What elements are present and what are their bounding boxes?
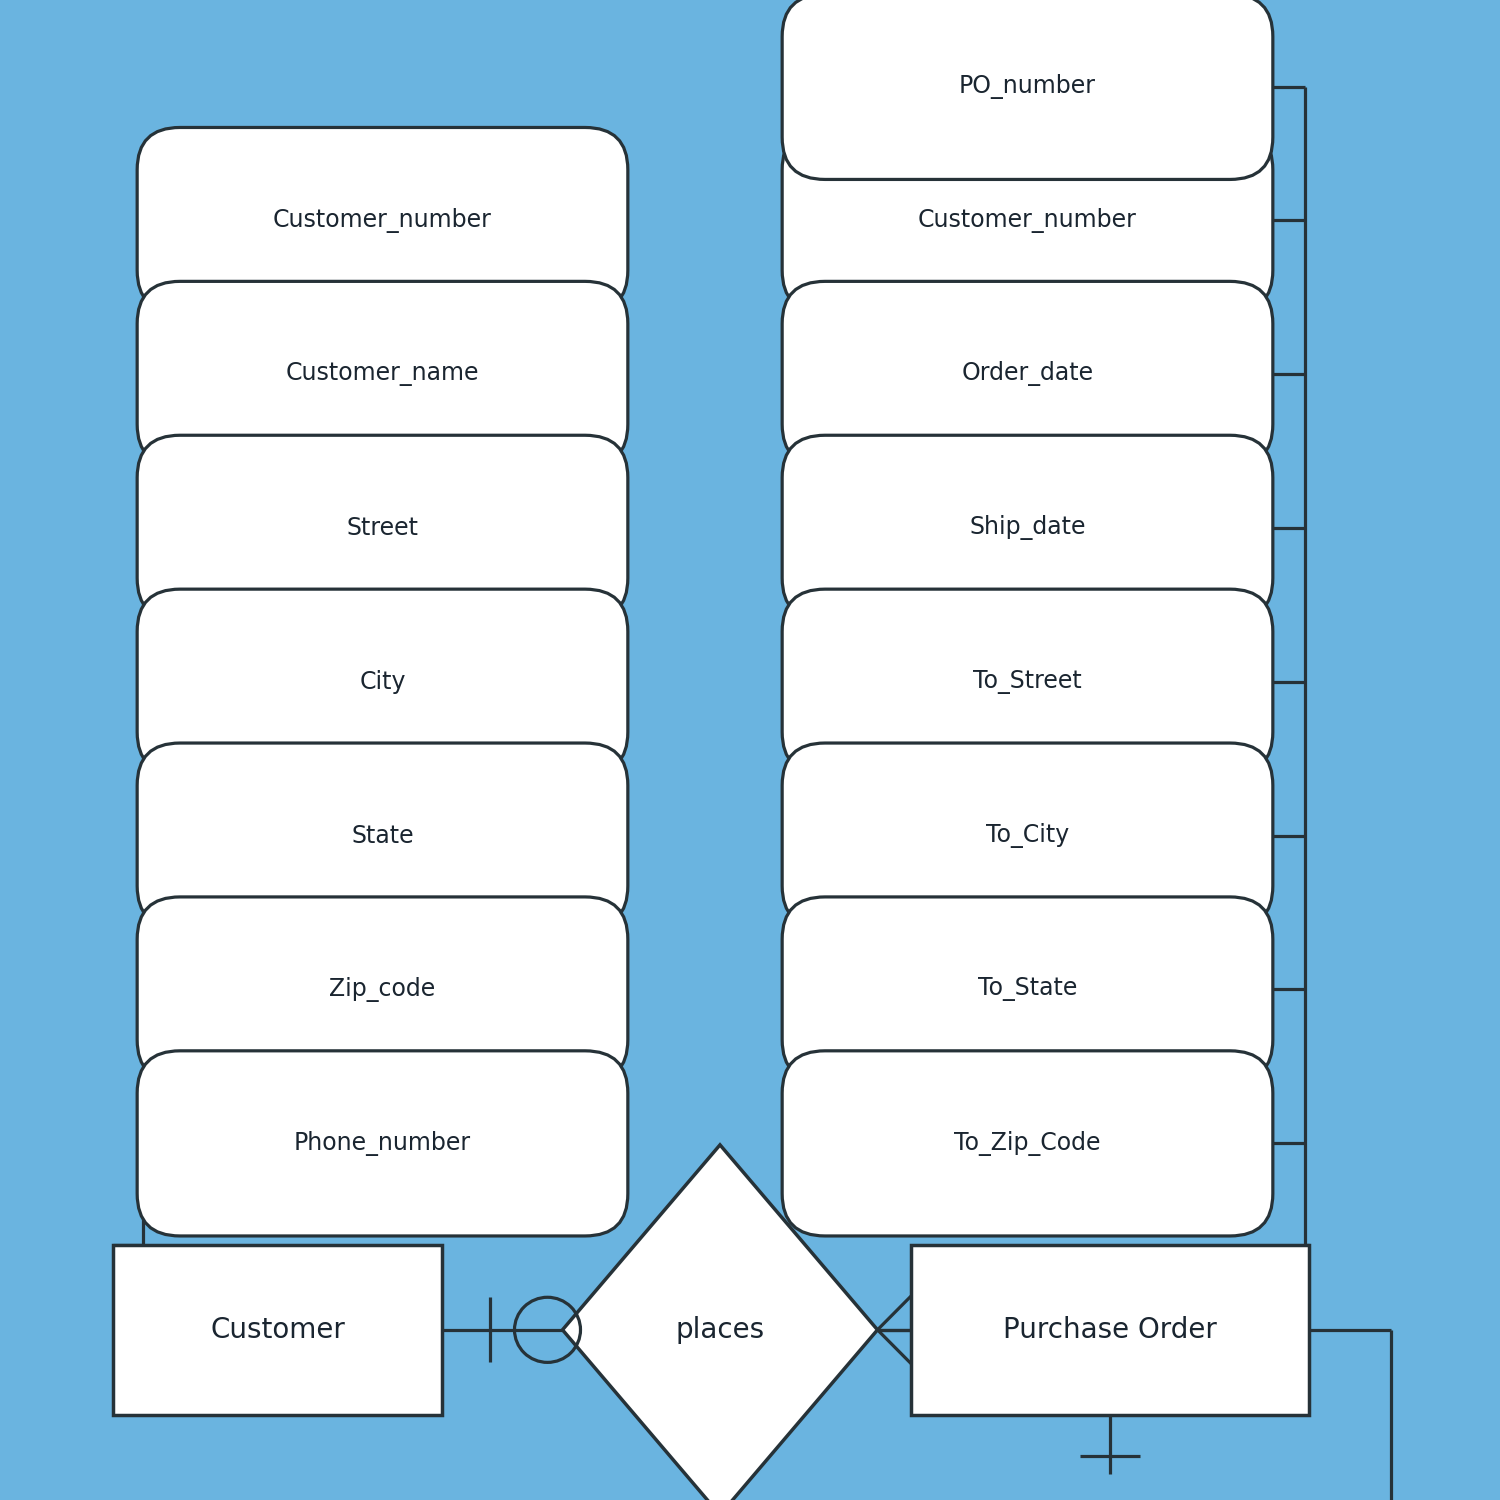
FancyBboxPatch shape xyxy=(782,128,1274,312)
Text: Order_date: Order_date xyxy=(962,362,1094,387)
Text: Street: Street xyxy=(346,516,418,540)
Text: Zip_code: Zip_code xyxy=(330,976,435,1002)
Text: To_State: To_State xyxy=(978,978,1077,1002)
FancyBboxPatch shape xyxy=(782,897,1274,1082)
FancyBboxPatch shape xyxy=(136,742,628,928)
FancyBboxPatch shape xyxy=(136,282,628,466)
Text: State: State xyxy=(351,824,414,848)
FancyBboxPatch shape xyxy=(136,435,628,621)
Bar xyxy=(112,1245,442,1414)
FancyBboxPatch shape xyxy=(782,590,1274,774)
FancyBboxPatch shape xyxy=(782,282,1274,466)
FancyBboxPatch shape xyxy=(136,1052,628,1236)
Text: Customer_name: Customer_name xyxy=(285,362,480,386)
Text: To_Street: To_Street xyxy=(974,669,1082,693)
Text: Customer: Customer xyxy=(210,1316,345,1344)
Text: places: places xyxy=(675,1316,765,1344)
FancyBboxPatch shape xyxy=(782,435,1274,621)
FancyBboxPatch shape xyxy=(782,1052,1274,1236)
Text: Purchase Order: Purchase Order xyxy=(1004,1316,1217,1344)
Text: Customer_number: Customer_number xyxy=(273,207,492,232)
Polygon shape xyxy=(562,1144,878,1500)
Text: Phone_number: Phone_number xyxy=(294,1131,471,1156)
Text: To_City: To_City xyxy=(986,824,1070,848)
Text: PO_number: PO_number xyxy=(958,75,1096,99)
FancyBboxPatch shape xyxy=(782,742,1274,928)
FancyBboxPatch shape xyxy=(782,0,1274,180)
FancyBboxPatch shape xyxy=(136,128,628,312)
Text: Customer_number: Customer_number xyxy=(918,207,1137,232)
FancyBboxPatch shape xyxy=(136,897,628,1082)
Text: To_Zip_Code: To_Zip_Code xyxy=(954,1131,1101,1156)
FancyBboxPatch shape xyxy=(136,590,628,774)
Bar xyxy=(910,1245,1308,1414)
Text: Ship_date: Ship_date xyxy=(969,516,1086,540)
Text: City: City xyxy=(360,669,405,693)
